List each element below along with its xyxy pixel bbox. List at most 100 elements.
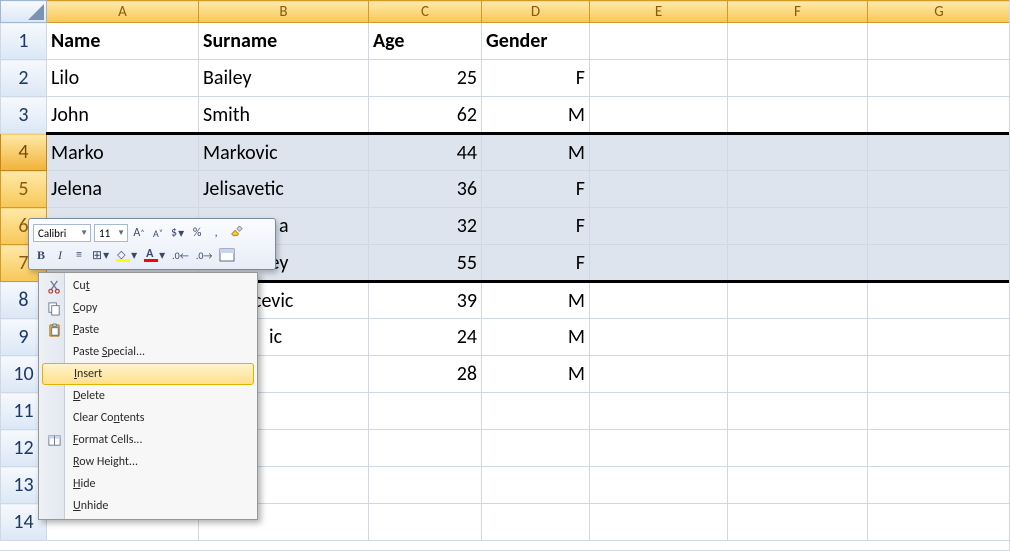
- col-header-B[interactable]: B: [199, 1, 369, 23]
- cell[interactable]: M: [482, 97, 590, 134]
- cell[interactable]: [868, 393, 1010, 430]
- mini-toolbar[interactable]: Calibri ▼ 11 ▼ A˄ A˅ $▾ % , B I ≡ ⊞▾ ◇ ▾…: [28, 218, 276, 270]
- menu-item-cut[interactable]: Cut: [41, 275, 255, 297]
- cell[interactable]: [868, 60, 1010, 97]
- cell[interactable]: F: [482, 208, 590, 245]
- cell[interactable]: Jelena: [47, 171, 199, 208]
- cell[interactable]: [728, 319, 868, 356]
- cell[interactable]: [590, 208, 728, 245]
- font-color-button[interactable]: A ▾: [142, 246, 167, 264]
- font-name-combo[interactable]: Calibri ▼: [33, 224, 91, 242]
- cell[interactable]: [728, 282, 868, 319]
- menu-item-paste-special[interactable]: Paste Special...: [41, 341, 255, 363]
- cell[interactable]: [728, 245, 868, 282]
- cell[interactable]: [868, 134, 1010, 171]
- currency-button[interactable]: $▾: [169, 224, 186, 242]
- cell[interactable]: [590, 319, 728, 356]
- cell[interactable]: F: [482, 245, 590, 282]
- menu-item-unhide[interactable]: Unhide: [41, 495, 255, 517]
- col-header-C[interactable]: C: [369, 1, 482, 23]
- table-row[interactable]: 5 Jelena Jelisavetic 36 F: [1, 171, 1010, 208]
- cell[interactable]: 44: [369, 134, 482, 171]
- table-row[interactable]: 3 John Smith 62 M: [1, 97, 1010, 134]
- cell[interactable]: M: [482, 134, 590, 171]
- comma-button[interactable]: ,: [208, 224, 224, 242]
- cell[interactable]: Marko: [47, 134, 199, 171]
- grow-font-button[interactable]: A˄: [131, 224, 147, 242]
- cell[interactable]: [590, 430, 728, 467]
- cell[interactable]: [728, 504, 868, 541]
- cell[interactable]: [728, 208, 868, 245]
- cell[interactable]: 32: [369, 208, 482, 245]
- cell[interactable]: Surname: [199, 23, 369, 60]
- menu-item-row-height[interactable]: Row Height...: [41, 451, 255, 473]
- italic-button[interactable]: I: [52, 246, 68, 264]
- row-header-2[interactable]: 2: [1, 60, 47, 97]
- cell[interactable]: [590, 504, 728, 541]
- cell[interactable]: Markovic: [199, 134, 369, 171]
- cell[interactable]: [728, 134, 868, 171]
- row-header-3[interactable]: 3: [1, 97, 47, 134]
- cell[interactable]: [590, 23, 728, 60]
- bold-button[interactable]: B: [33, 246, 49, 264]
- cell[interactable]: Gender: [482, 23, 590, 60]
- merge-button[interactable]: [217, 246, 237, 264]
- col-header-G[interactable]: G: [868, 1, 1010, 23]
- row-header-1[interactable]: 1: [1, 23, 47, 60]
- cell[interactable]: [590, 393, 728, 430]
- cell[interactable]: [868, 282, 1010, 319]
- cell[interactable]: [590, 60, 728, 97]
- cell[interactable]: [369, 430, 482, 467]
- cell[interactable]: [868, 504, 1010, 541]
- cell[interactable]: [482, 430, 590, 467]
- cell[interactable]: M: [482, 356, 590, 393]
- borders-button[interactable]: ⊞▾: [90, 246, 111, 264]
- decrease-decimal-button[interactable]: .0←: [170, 246, 191, 264]
- menu-item-hide[interactable]: Hide: [41, 473, 255, 495]
- cell[interactable]: 55: [369, 245, 482, 282]
- fill-color-button[interactable]: ◇ ▾: [114, 246, 139, 264]
- cell[interactable]: [482, 504, 590, 541]
- cell[interactable]: [868, 245, 1010, 282]
- col-header-A[interactable]: A: [47, 1, 199, 23]
- cell[interactable]: M: [482, 282, 590, 319]
- cell[interactable]: [590, 97, 728, 134]
- cell[interactable]: [728, 393, 868, 430]
- cell[interactable]: Bailey: [199, 60, 369, 97]
- cell[interactable]: [868, 430, 1010, 467]
- cell[interactable]: Jelisavetic: [199, 171, 369, 208]
- shrink-font-button[interactable]: A˅: [150, 224, 166, 242]
- cell[interactable]: F: [482, 60, 590, 97]
- cell[interactable]: [868, 319, 1010, 356]
- menu-item-delete[interactable]: Delete: [41, 385, 255, 407]
- context-menu[interactable]: Cut Copy Paste Paste Special... Insert D…: [38, 272, 258, 520]
- cell[interactable]: [590, 171, 728, 208]
- cell[interactable]: [728, 356, 868, 393]
- cell[interactable]: [590, 282, 728, 319]
- cell[interactable]: [868, 171, 1010, 208]
- percent-button[interactable]: %: [189, 224, 205, 242]
- table-row[interactable]: 2 Lilo Bailey 25 F: [1, 60, 1010, 97]
- cell[interactable]: [868, 208, 1010, 245]
- cell[interactable]: 24: [369, 319, 482, 356]
- menu-item-copy[interactable]: Copy: [41, 297, 255, 319]
- cell[interactable]: John: [47, 97, 199, 134]
- cell[interactable]: Lilo: [47, 60, 199, 97]
- cell[interactable]: Age: [369, 23, 482, 60]
- cell[interactable]: [482, 467, 590, 504]
- cell[interactable]: [590, 467, 728, 504]
- format-painter-button[interactable]: [227, 224, 245, 242]
- cell[interactable]: M: [482, 319, 590, 356]
- menu-item-paste[interactable]: Paste: [41, 319, 255, 341]
- cell[interactable]: [590, 245, 728, 282]
- menu-item-format-cells[interactable]: Format Cells...: [41, 429, 255, 451]
- cell[interactable]: [728, 430, 868, 467]
- table-row[interactable]: 4 Marko Markovic 44 M: [1, 134, 1010, 171]
- cell[interactable]: [728, 97, 868, 134]
- cell[interactable]: [868, 467, 1010, 504]
- cell[interactable]: 28: [369, 356, 482, 393]
- font-size-combo[interactable]: 11 ▼: [94, 224, 128, 242]
- cell[interactable]: [369, 393, 482, 430]
- cell[interactable]: 62: [369, 97, 482, 134]
- cell[interactable]: [590, 134, 728, 171]
